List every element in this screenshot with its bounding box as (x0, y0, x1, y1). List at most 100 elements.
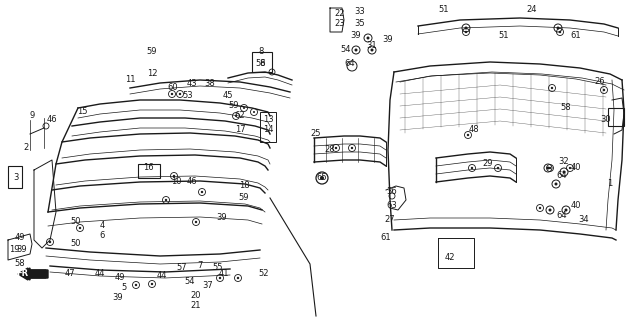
Circle shape (546, 166, 550, 170)
Circle shape (563, 171, 565, 173)
Text: 6: 6 (99, 231, 105, 241)
Circle shape (549, 167, 551, 169)
Text: 57: 57 (176, 263, 187, 273)
Text: 21: 21 (191, 301, 201, 310)
Circle shape (569, 167, 571, 169)
Text: 64: 64 (556, 212, 567, 220)
Text: 1: 1 (607, 180, 613, 188)
Circle shape (539, 207, 541, 209)
Text: 9: 9 (30, 111, 35, 121)
Text: 37: 37 (203, 282, 214, 291)
Text: 58: 58 (14, 260, 25, 268)
Text: 35: 35 (355, 20, 365, 28)
Text: FR: FR (16, 269, 28, 278)
Text: 48: 48 (468, 125, 479, 134)
Text: 16: 16 (143, 164, 153, 172)
Circle shape (179, 93, 181, 95)
Circle shape (219, 277, 221, 279)
Circle shape (335, 147, 337, 149)
Circle shape (354, 49, 357, 52)
Bar (252, 52, 272, 72)
Text: 24: 24 (527, 5, 537, 14)
Text: 38: 38 (205, 79, 215, 89)
Text: 25: 25 (311, 130, 322, 139)
Text: 36: 36 (387, 188, 398, 196)
FancyArrow shape (20, 268, 46, 280)
Circle shape (195, 221, 197, 223)
Circle shape (243, 107, 245, 109)
Text: 7: 7 (197, 261, 203, 270)
Text: 32: 32 (559, 157, 570, 166)
Text: 61: 61 (571, 31, 582, 41)
Text: 14: 14 (263, 125, 273, 134)
Circle shape (151, 283, 153, 285)
Bar (138, 164, 160, 178)
Text: 49: 49 (14, 234, 25, 243)
Text: 45: 45 (223, 92, 233, 100)
Circle shape (556, 27, 560, 29)
Text: 34: 34 (578, 215, 589, 225)
Text: 42: 42 (445, 253, 455, 262)
Circle shape (201, 191, 203, 193)
Text: 56: 56 (256, 60, 266, 68)
Text: 3: 3 (13, 173, 19, 182)
Text: 39: 39 (382, 36, 393, 44)
Text: 40: 40 (571, 164, 582, 172)
Circle shape (78, 227, 81, 229)
Text: 46: 46 (187, 178, 197, 187)
Text: 64: 64 (556, 172, 567, 180)
Text: 39: 39 (217, 213, 227, 222)
Circle shape (465, 31, 467, 33)
Text: 23: 23 (335, 20, 345, 28)
Text: 12: 12 (147, 69, 157, 78)
Text: 31: 31 (367, 42, 377, 51)
Text: 59: 59 (229, 101, 239, 110)
Circle shape (165, 199, 167, 201)
Text: 11: 11 (125, 76, 135, 84)
Text: 46: 46 (46, 116, 57, 124)
Circle shape (371, 49, 374, 52)
Circle shape (135, 284, 137, 286)
Circle shape (565, 209, 568, 212)
Circle shape (171, 93, 173, 95)
Circle shape (253, 111, 255, 113)
Circle shape (497, 167, 499, 169)
Circle shape (603, 89, 605, 91)
Text: 44: 44 (95, 269, 106, 278)
Text: 28: 28 (325, 146, 335, 155)
Circle shape (49, 241, 51, 243)
Text: 59: 59 (239, 194, 249, 203)
Circle shape (465, 27, 467, 29)
Text: 39: 39 (112, 293, 123, 302)
Circle shape (367, 36, 369, 39)
Text: 58: 58 (561, 103, 571, 113)
Text: 15: 15 (77, 108, 87, 116)
Text: 5: 5 (121, 284, 127, 292)
Text: 29: 29 (483, 159, 493, 169)
Text: 50: 50 (71, 218, 81, 227)
Circle shape (351, 147, 353, 149)
Text: 50: 50 (71, 239, 81, 249)
Text: 55: 55 (213, 263, 223, 273)
Text: 51: 51 (499, 31, 509, 41)
Text: 13: 13 (263, 116, 273, 124)
Circle shape (548, 209, 551, 212)
Text: 2: 2 (23, 143, 29, 153)
Circle shape (237, 277, 239, 279)
Circle shape (235, 115, 237, 117)
Bar (260, 112, 276, 142)
Text: 43: 43 (187, 79, 197, 89)
Text: 49: 49 (115, 274, 125, 283)
Text: 62: 62 (235, 111, 246, 121)
Text: 61: 61 (381, 234, 391, 243)
Text: 59: 59 (147, 47, 157, 57)
Text: 17: 17 (235, 125, 246, 134)
Text: 52: 52 (259, 269, 269, 278)
Text: 65: 65 (317, 173, 327, 182)
Circle shape (551, 87, 553, 89)
Text: 4: 4 (99, 221, 105, 230)
Circle shape (559, 31, 561, 33)
Text: 64: 64 (345, 60, 355, 68)
Text: 22: 22 (335, 10, 345, 19)
Text: 30: 30 (601, 116, 611, 124)
